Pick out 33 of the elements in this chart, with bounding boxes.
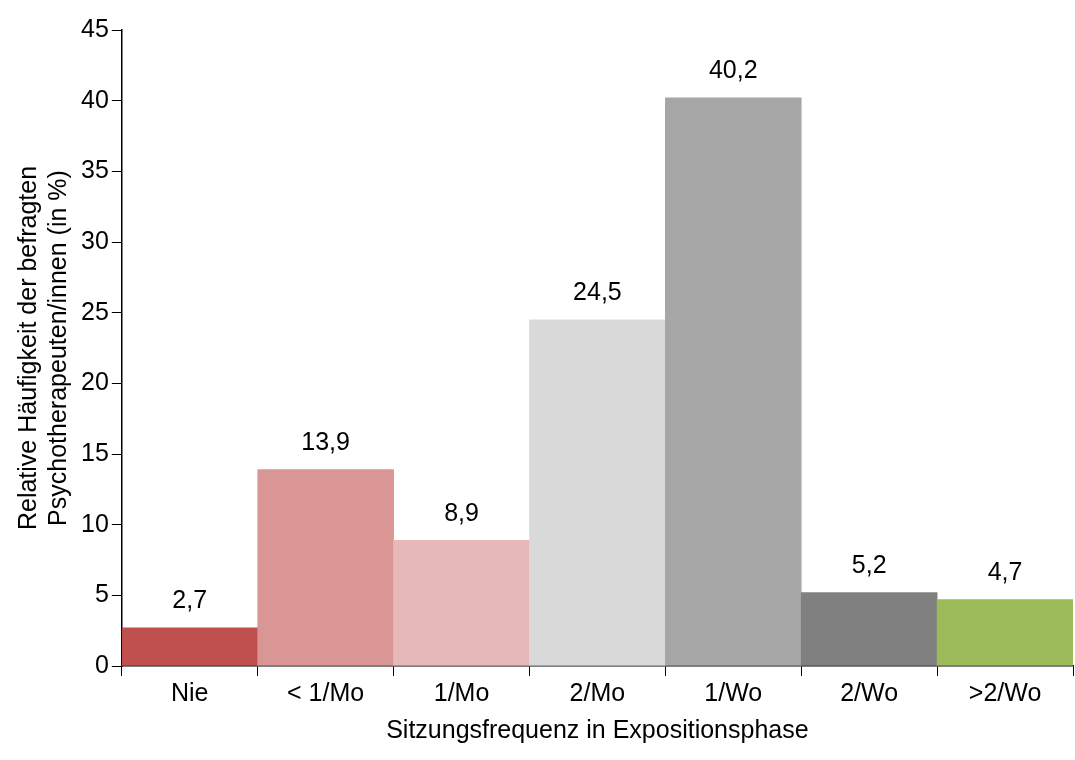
data-label: 2,7 — [172, 585, 208, 614]
data-label: 13,9 — [301, 426, 350, 455]
y-tick-label: 20 — [81, 367, 109, 396]
x-tick-label: < 1/Mo — [287, 677, 365, 706]
y-tick-label: 30 — [81, 225, 109, 254]
bar — [936, 599, 1073, 666]
x-tick-label: >2/Wo — [968, 677, 1042, 706]
y-tick-label: 45 — [81, 13, 109, 42]
y-tick-label: 40 — [81, 84, 109, 113]
y-tick-label: 10 — [81, 508, 109, 537]
y-tick-label: 0 — [94, 649, 109, 678]
bar — [529, 319, 666, 666]
data-label: 4,7 — [987, 556, 1023, 585]
y-tick-label: 15 — [81, 437, 109, 466]
bar — [393, 539, 530, 666]
x-tick-label: 1/Mo — [433, 677, 490, 706]
y-tick-label: 25 — [81, 296, 109, 325]
x-tick-label: 2/Mo — [569, 677, 626, 706]
x-axis-title: Sitzungsfrequenz in Expositionsphase — [386, 714, 809, 743]
y-tick-label: 35 — [81, 155, 109, 184]
y-axis-title: Relative Häufigkeit der befragten Psychotherapeuten/innen (in %) — [12, 165, 71, 531]
x-tick-label: 2/Wo — [840, 677, 899, 706]
data-label: 8,9 — [444, 497, 479, 526]
data-label: 40,2 — [708, 55, 758, 84]
x-tick-label: Nie — [170, 677, 209, 706]
bar — [121, 627, 259, 666]
bar — [800, 592, 938, 666]
bar — [665, 97, 802, 666]
y-tick-label: 5 — [94, 579, 109, 608]
bar — [257, 469, 394, 666]
data-label: 24,5 — [573, 277, 622, 306]
x-tick-label: 1/Wo — [704, 677, 763, 706]
data-label: 5,2 — [851, 549, 887, 578]
